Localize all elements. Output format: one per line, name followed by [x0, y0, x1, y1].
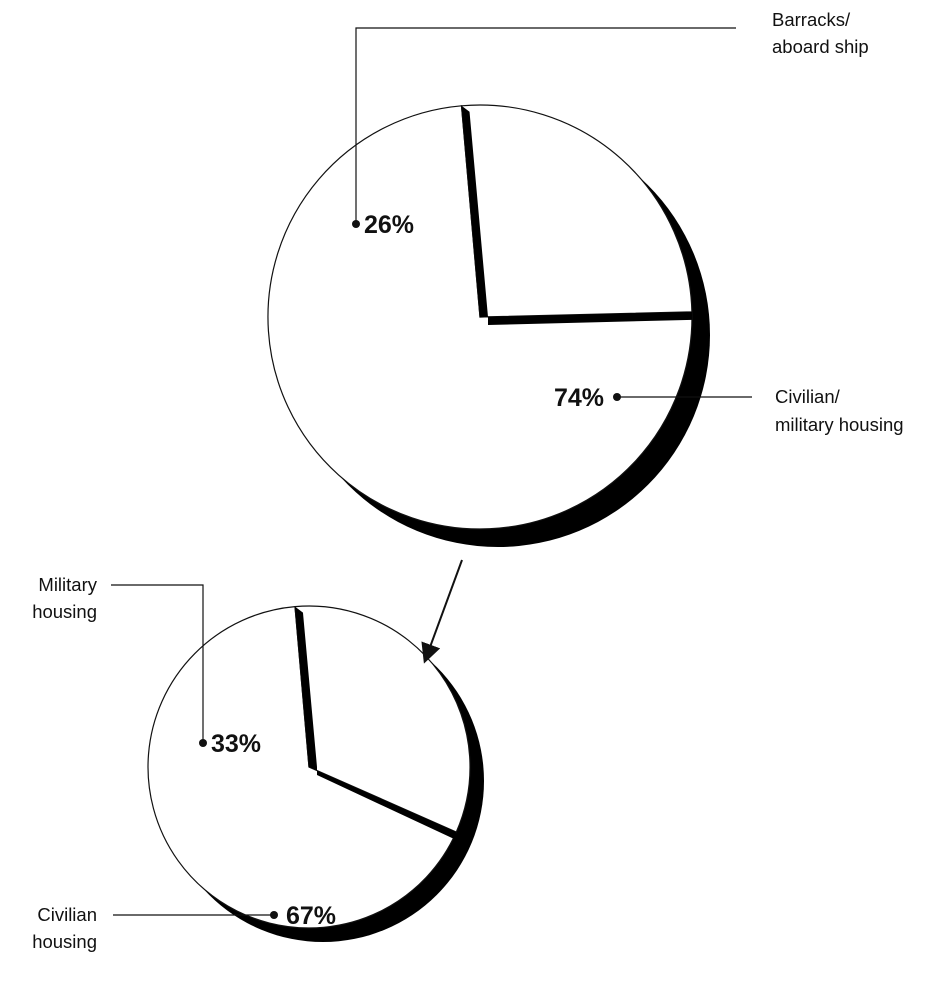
dot-civilian-military [613, 393, 621, 401]
breakdown-arrow [421, 559, 463, 664]
dot-civilian-housing [270, 911, 278, 919]
slice-barracks-aboard-ship [460, 104, 693, 318]
category-label-civilian-housing-line2: housing [32, 931, 97, 952]
category-label-barracks-line2: aboard ship [772, 36, 869, 57]
data-label-civilian-military: 74% [554, 384, 604, 412]
top-pie [267, 104, 710, 547]
leader-military-housing [111, 584, 204, 743]
data-label-civilian-housing: 67% [286, 902, 336, 930]
category-label-military-housing-line2: housing [32, 601, 97, 622]
category-label-military-housing-line1: Military [38, 574, 97, 595]
category-label-civilian-military-line1: Civilian/ [775, 386, 841, 407]
slice-civilian-housing [147, 605, 458, 929]
dot-barracks [352, 220, 360, 228]
data-label-military-housing: 33% [211, 730, 261, 758]
category-label-civilian-housing-line1: Civilian [37, 904, 97, 925]
bottom-pie-slice-edge-shadow [294, 606, 457, 840]
leader-barracks [355, 27, 736, 224]
data-label-barracks: 26% [364, 211, 414, 239]
bottom-pie [147, 605, 484, 942]
top-pie-slice-edge-shadow [461, 105, 692, 325]
category-label-civilian-military-line2: military housing [775, 414, 904, 435]
dot-military-housing [199, 739, 207, 747]
category-label-barracks-line1: Barracks/ [772, 9, 851, 30]
